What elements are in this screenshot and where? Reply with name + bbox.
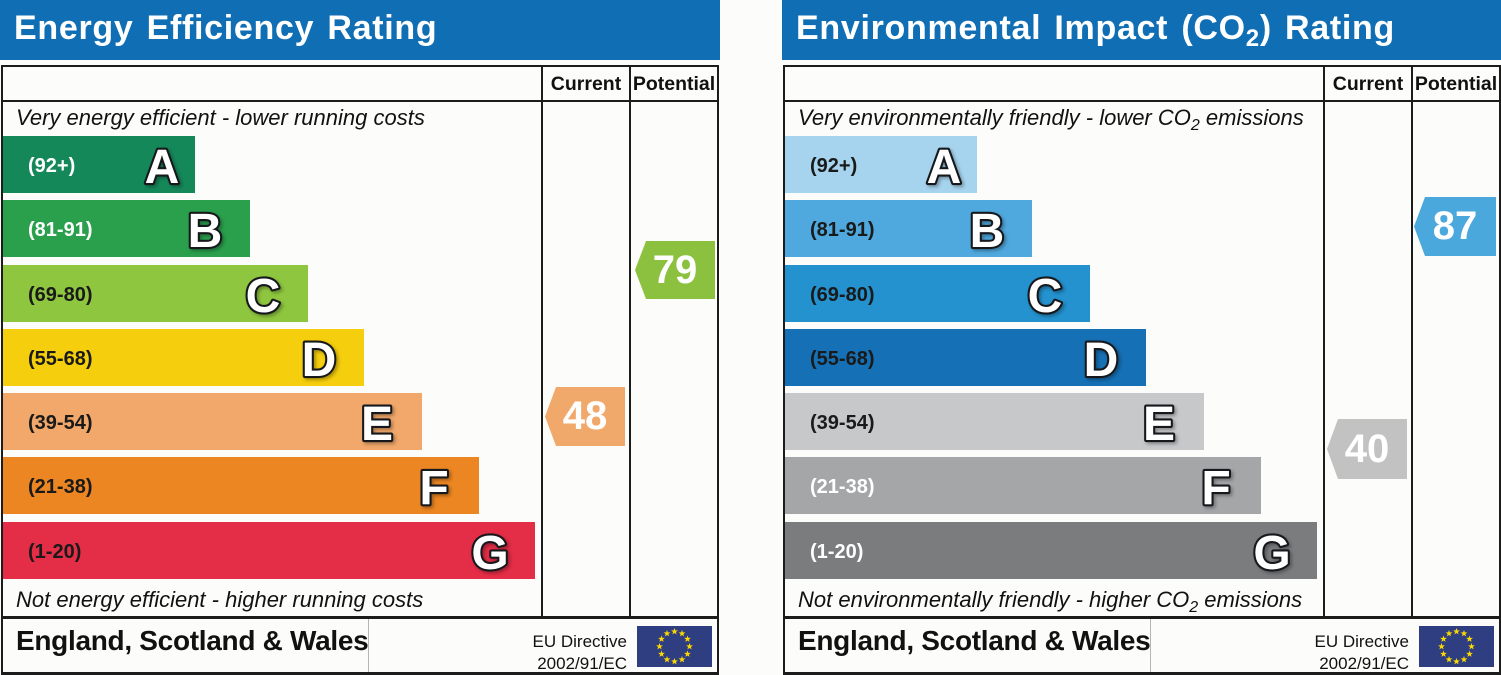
svg-text:C: C	[246, 270, 281, 322]
svg-text:B: B	[970, 205, 1005, 257]
svg-text:C: C	[1028, 270, 1063, 322]
svg-text:G: G	[471, 527, 508, 579]
svg-text:A: A	[927, 141, 962, 193]
svg-text:B: B	[188, 205, 223, 257]
svg-text:G: G	[1253, 527, 1290, 579]
svg-text:F: F	[419, 462, 448, 514]
svg-text:F: F	[1201, 462, 1230, 514]
svg-text:D: D	[302, 334, 337, 386]
svg-text:E: E	[361, 398, 393, 450]
svg-text:E: E	[1143, 398, 1175, 450]
svg-text:D: D	[1084, 334, 1119, 386]
svg-text:A: A	[145, 141, 180, 193]
